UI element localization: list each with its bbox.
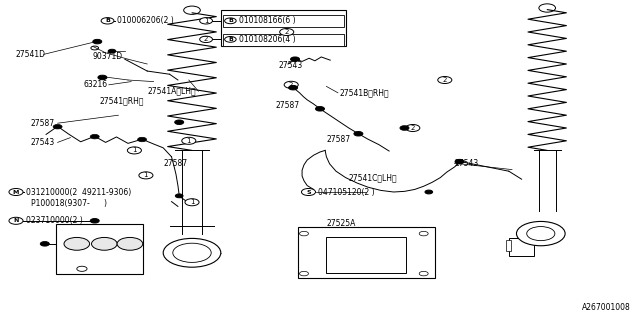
Text: 010108166(6 ): 010108166(6 ) [239,16,295,25]
Text: 27525: 27525 [338,240,362,249]
Bar [326,237,406,273]
Text: 27587: 27587 [163,159,188,168]
Text: 27541D: 27541D [16,50,46,59]
Circle shape [425,190,433,194]
Circle shape [316,107,324,111]
Text: 1: 1 [143,172,148,178]
Text: 27587: 27587 [275,101,300,110]
Circle shape [200,36,212,43]
Circle shape [93,39,102,44]
Text: S: S [306,189,311,195]
Circle shape [284,81,298,88]
Circle shape [516,221,565,246]
Text: M060004: M060004 [56,252,92,260]
Circle shape [139,172,153,179]
Text: B: B [105,18,110,23]
Circle shape [53,124,62,129]
Text: 27543: 27543 [278,61,303,70]
Text: 1: 1 [189,199,195,205]
Circle shape [406,124,420,132]
Text: 2: 2 [204,36,208,42]
Text: 27587: 27587 [31,119,55,128]
Circle shape [101,18,114,24]
Circle shape [175,120,184,124]
Text: N: N [13,218,19,223]
Text: 023710000(2 ): 023710000(2 ) [26,216,83,225]
Text: 63216: 63216 [83,80,108,89]
Text: 27543: 27543 [31,138,55,147]
Text: A267001008: A267001008 [582,303,630,312]
Circle shape [98,75,107,80]
Circle shape [289,85,298,90]
Text: 2: 2 [285,29,289,35]
Text: 1: 1 [186,138,191,144]
Circle shape [438,76,452,84]
Bar [506,240,511,251]
Bar [56,224,143,274]
Circle shape [138,137,147,142]
Text: 27541C〈LH〉: 27541C〈LH〉 [349,173,397,182]
Circle shape [175,194,183,198]
Bar [223,15,344,27]
Bar [221,10,346,46]
Circle shape [127,147,141,154]
Circle shape [40,242,49,246]
Bar [509,238,534,256]
Circle shape [173,243,211,262]
Circle shape [90,134,99,139]
Text: 27525A: 27525A [326,220,356,228]
Text: 010006206(2 ): 010006206(2 ) [117,16,174,25]
Circle shape [90,219,99,223]
Text: 010108206(4 ): 010108206(4 ) [239,35,295,44]
Circle shape [400,126,409,130]
Text: 90371D: 90371D [93,52,123,60]
Circle shape [200,18,212,24]
Text: B: B [228,18,233,23]
Circle shape [455,159,464,164]
Bar [223,34,344,46]
Circle shape [117,237,143,250]
Text: 27520: 27520 [300,240,324,249]
Text: 27543: 27543 [454,159,479,168]
Circle shape [92,237,117,250]
Circle shape [185,199,199,206]
Circle shape [527,227,555,241]
Text: 27543: 27543 [172,247,196,256]
Text: 27541B〈RH〉: 27541B〈RH〉 [339,88,389,97]
Text: 2: 2 [443,77,447,83]
Circle shape [64,237,90,250]
Circle shape [280,28,294,36]
Text: 2: 2 [289,82,293,88]
Circle shape [9,217,23,224]
Bar [298,227,435,278]
Circle shape [291,57,300,61]
Circle shape [163,238,221,267]
Text: 1: 1 [132,148,137,153]
Text: 27541〈RH〉: 27541〈RH〉 [99,96,144,105]
Text: 047105120(2 ): 047105120(2 ) [318,188,374,196]
Circle shape [182,137,196,144]
Text: P100018(9307-      ): P100018(9307- ) [31,199,107,208]
Circle shape [301,188,316,196]
Text: 1: 1 [204,18,209,24]
Text: 2: 2 [411,125,415,131]
Circle shape [225,36,236,42]
Text: 27587: 27587 [326,135,351,144]
Circle shape [9,188,23,196]
Text: B: B [228,37,233,42]
Circle shape [354,132,363,136]
Text: M: M [13,189,19,195]
Text: 27541A〈LH〉: 27541A〈LH〉 [147,87,196,96]
Text: 94282C: 94282C [56,264,86,273]
Circle shape [108,49,116,53]
Circle shape [225,18,236,24]
Text: 031210000(2  49211-9306): 031210000(2 49211-9306) [26,188,131,196]
